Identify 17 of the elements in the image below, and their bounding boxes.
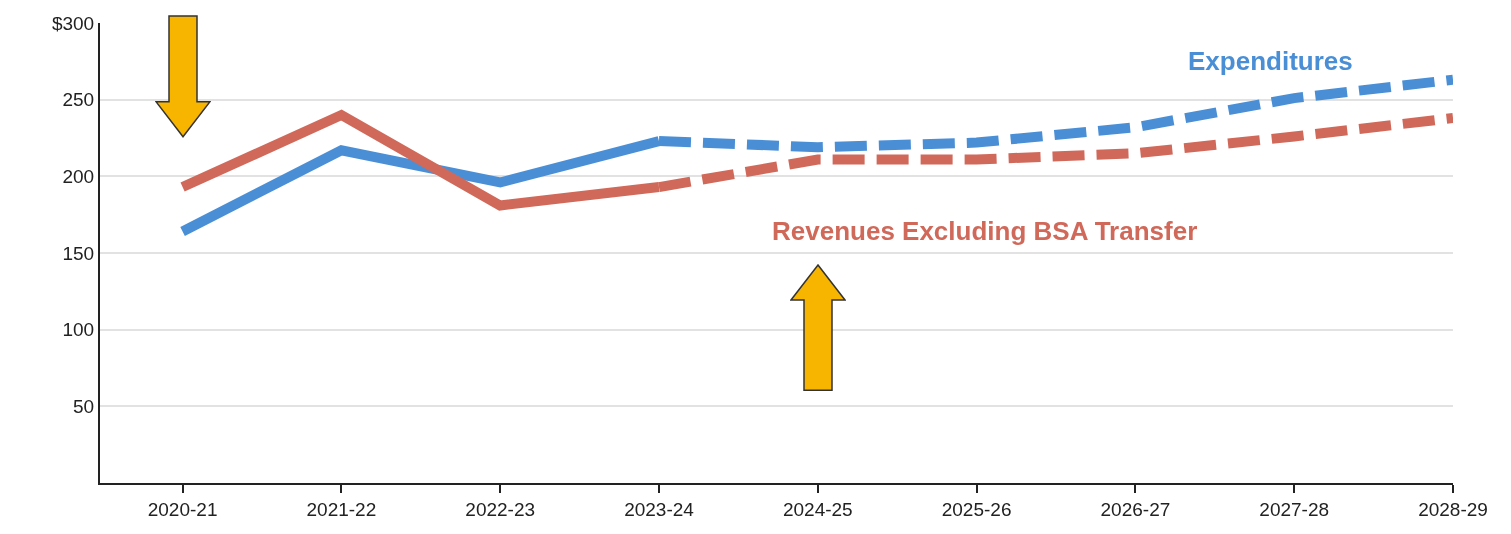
y-tick-label: 200 xyxy=(62,165,95,187)
x-tick-label: 2028-29 xyxy=(1418,498,1488,520)
x-tick-label: 2023-24 xyxy=(624,498,695,520)
y-tick-label: 100 xyxy=(62,319,95,341)
text: Expenditures xyxy=(1188,46,1353,76)
x-tick-label: 2027-28 xyxy=(1259,498,1330,520)
y-tick-label: 250 xyxy=(62,89,95,111)
x-tick-label: 2022-23 xyxy=(465,498,536,520)
x-tick-label: 2025-26 xyxy=(941,498,1012,520)
text: Revenues Excluding BSA Transfer xyxy=(772,216,1198,246)
y-tick-label: 50 xyxy=(73,395,95,417)
x-tick-label: 2026-27 xyxy=(1100,498,1171,520)
y-tick-label: $300 xyxy=(51,12,95,34)
y-tick-label: 150 xyxy=(62,242,95,264)
x-tick-label: 2020-21 xyxy=(147,498,218,520)
x-tick-label: 2024-25 xyxy=(782,498,853,520)
x-tick-label: 2021-22 xyxy=(306,498,377,520)
